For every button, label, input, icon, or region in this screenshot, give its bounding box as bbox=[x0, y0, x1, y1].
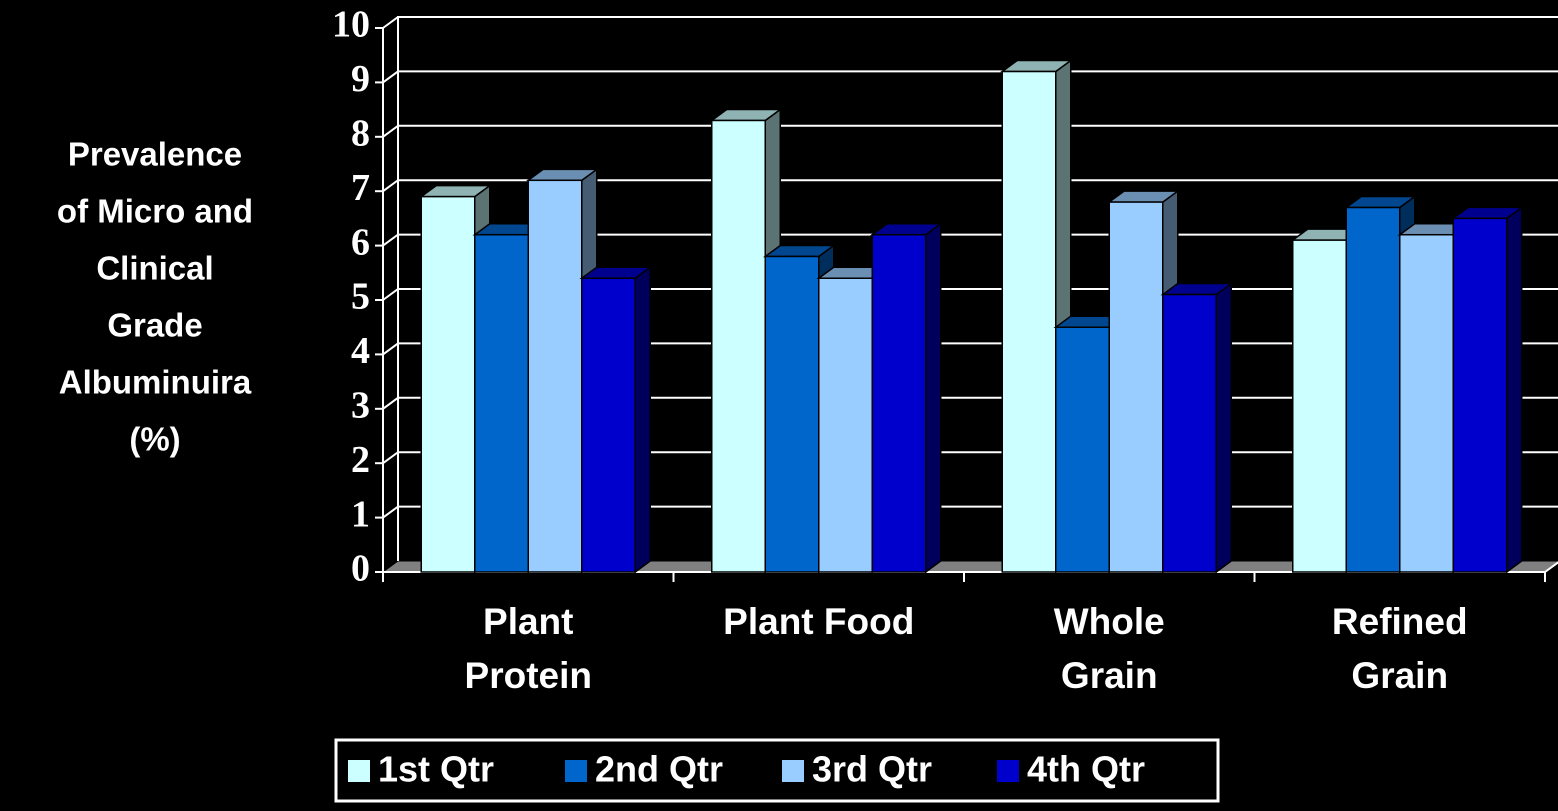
bar bbox=[474, 233, 529, 573]
legend-marker bbox=[565, 760, 587, 782]
x-tick-label: Refined bbox=[1332, 601, 1468, 642]
legend-label: 2nd Qtr bbox=[595, 749, 723, 790]
y-tick-label: 6 bbox=[351, 221, 370, 263]
bar bbox=[1399, 233, 1454, 573]
grid-line bbox=[382, 124, 1558, 138]
y-axis-title: Clinical bbox=[96, 250, 213, 287]
y-tick-label: 5 bbox=[351, 276, 370, 318]
bar bbox=[527, 179, 583, 573]
bar bbox=[1345, 206, 1401, 573]
y-axis-title: Prevalence bbox=[68, 136, 242, 173]
bar bbox=[764, 255, 820, 573]
y-tick-label: 1 bbox=[351, 493, 370, 535]
legend-marker bbox=[997, 760, 1019, 782]
bar bbox=[1292, 239, 1347, 573]
bar-side bbox=[1215, 282, 1232, 574]
y-tick-label: 7 bbox=[351, 167, 370, 209]
grid-line bbox=[382, 70, 1558, 84]
y-tick-label: 2 bbox=[351, 439, 370, 481]
bar bbox=[1452, 217, 1508, 573]
legend-marker bbox=[348, 760, 370, 782]
y-tick-label: 9 bbox=[351, 58, 370, 100]
bar bbox=[871, 233, 927, 573]
y-axis-title: of Micro and bbox=[57, 193, 253, 230]
bar bbox=[1162, 293, 1217, 573]
x-tick-label: Grain bbox=[1351, 655, 1448, 696]
x-tick-label: Grain bbox=[1061, 655, 1158, 696]
bar-side bbox=[634, 265, 651, 574]
bar bbox=[818, 277, 873, 573]
x-tick-label: Protein bbox=[465, 655, 592, 696]
grid-line bbox=[382, 179, 1558, 193]
y-tick-label: 10 bbox=[332, 4, 370, 46]
y-tick-label: 3 bbox=[351, 385, 370, 427]
x-tick-label: Plant bbox=[483, 601, 573, 642]
y-tick-label: 4 bbox=[351, 330, 370, 372]
y-axis-title: (%) bbox=[129, 421, 180, 458]
bar bbox=[581, 277, 636, 573]
legend-label: 3rd Qtr bbox=[812, 749, 932, 790]
bar bbox=[420, 195, 476, 573]
bar bbox=[1108, 201, 1164, 573]
bar bbox=[711, 119, 766, 573]
bar bbox=[1001, 70, 1057, 573]
y-tick-label: 8 bbox=[351, 113, 370, 155]
x-tick-label: Plant Food bbox=[723, 601, 914, 642]
legend-marker bbox=[782, 760, 804, 782]
legend bbox=[334, 738, 1220, 803]
y-tick-label: 0 bbox=[351, 548, 370, 590]
y-axis-title: Albuminuira bbox=[59, 364, 252, 401]
y-axis-title: Grade bbox=[107, 307, 202, 344]
x-tick-label: Whole bbox=[1054, 601, 1165, 642]
grid-line bbox=[382, 16, 1558, 29]
legend-label: 1st Qtr bbox=[378, 749, 494, 790]
bar-side bbox=[925, 222, 942, 574]
bar-side bbox=[1506, 205, 1523, 574]
legend-label: 4th Qtr bbox=[1027, 749, 1145, 790]
bar bbox=[1055, 326, 1110, 573]
